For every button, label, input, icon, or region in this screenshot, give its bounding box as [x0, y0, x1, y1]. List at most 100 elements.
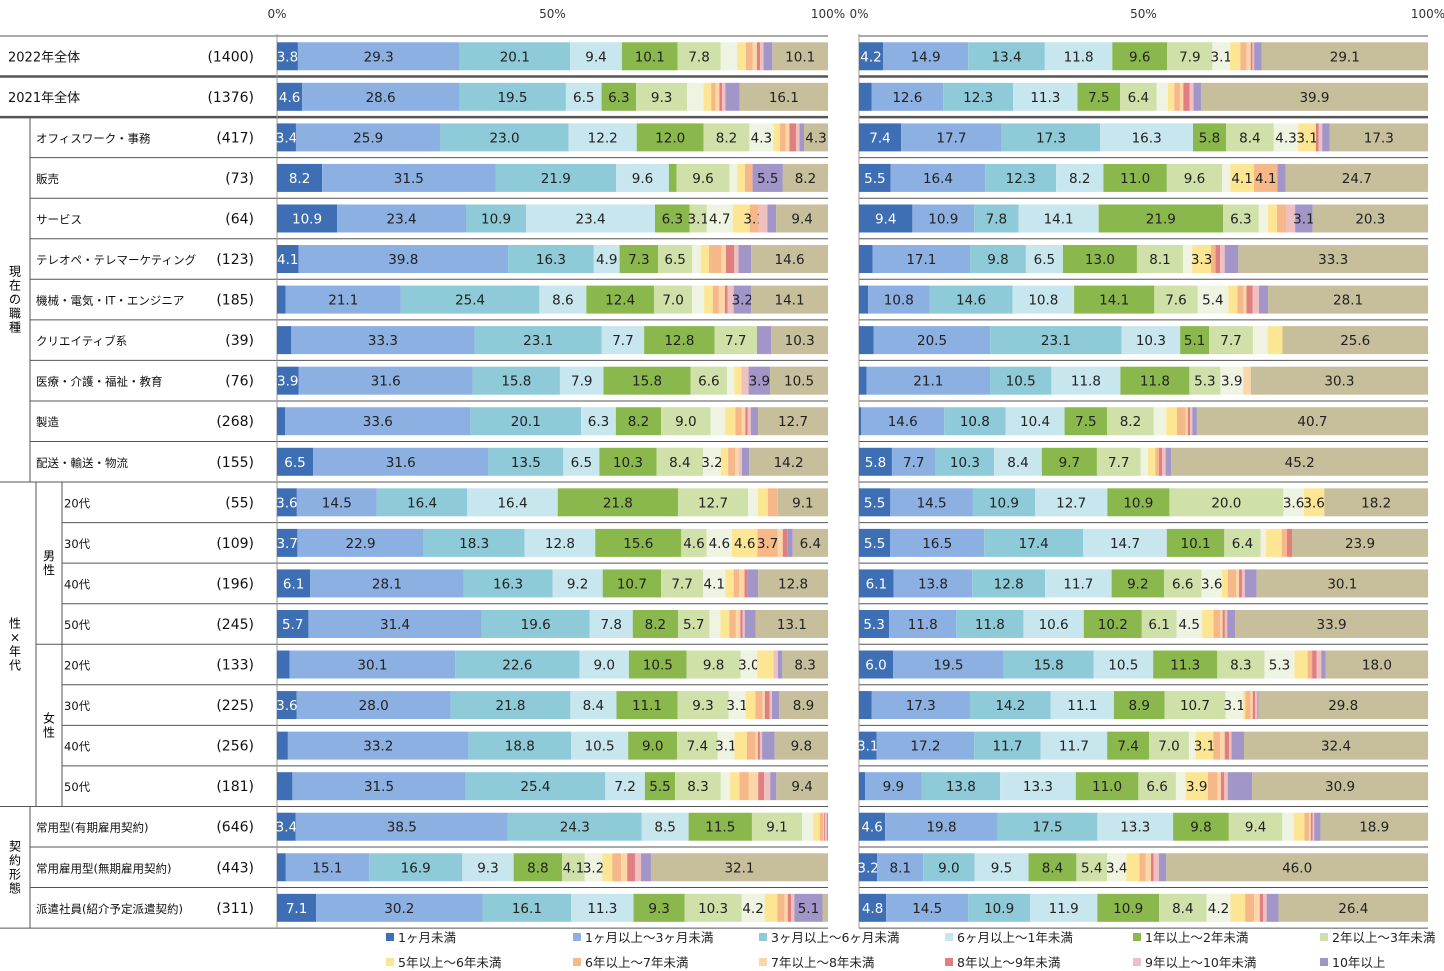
bar-segment: [1107, 731, 1150, 760]
bar-segment: [337, 204, 466, 233]
bar-segment: [741, 893, 765, 922]
bar-segment: [943, 82, 1014, 111]
bar-segment: [277, 366, 299, 395]
data-label: 16.4: [923, 171, 953, 187]
legend-swatch: [386, 958, 394, 966]
data-label: 13.8: [946, 779, 976, 795]
data-label: 5.3: [1269, 658, 1290, 674]
bar-segment: [1255, 691, 1258, 720]
data-label: 11.5: [705, 820, 735, 836]
data-label: 24.7: [1342, 171, 1372, 187]
bar-segment: [1295, 204, 1313, 233]
bar-segment: [1231, 731, 1245, 760]
data-label: 31.5: [364, 779, 394, 795]
data-label: 31.5: [394, 171, 424, 187]
bar-segment: [1246, 285, 1253, 314]
bar-segment: [935, 447, 995, 476]
bar-segment: [1166, 853, 1428, 882]
bar-segment: [1227, 609, 1236, 638]
bar-segment: [802, 812, 814, 841]
data-label: 6.4: [800, 536, 821, 552]
bar-segment: [495, 163, 617, 192]
bar-segment: [656, 447, 704, 476]
bar-segment: [717, 731, 735, 760]
bar-segment: [777, 528, 783, 557]
data-label: 17.3: [1036, 130, 1066, 146]
bar-segment: [1312, 650, 1317, 679]
bar-segment: [1286, 528, 1293, 557]
bar-segment: [724, 407, 736, 436]
group-label-char: 現: [9, 265, 21, 279]
bar-segment: [1250, 42, 1253, 71]
data-label: 12.7: [1056, 495, 1086, 511]
bar-segment: [738, 447, 742, 476]
bar-segment: [770, 772, 777, 801]
row-separators: [0, 35, 1428, 929]
data-label: 14.5: [917, 495, 947, 511]
bar-segment: [1254, 42, 1262, 71]
bar-segment: [1224, 772, 1228, 801]
data-label: 15.8: [1034, 658, 1064, 674]
bar-segment: [773, 123, 781, 152]
bar-segment: [859, 772, 866, 801]
bar-segment: [1243, 691, 1246, 720]
bar-segment: [1224, 731, 1230, 760]
bar-segment: [792, 528, 828, 557]
data-label: 14.6: [888, 414, 918, 430]
bar-segment: [748, 366, 771, 395]
bar-segment: [559, 366, 604, 395]
bar-segment: [1207, 772, 1218, 801]
bar-segment: [579, 650, 629, 679]
bar-segment: [1244, 569, 1257, 598]
bar-segment: [721, 245, 726, 274]
bar-segment: [859, 204, 913, 233]
axis-tick-label: 50%: [1130, 7, 1157, 21]
data-label: 21.8: [495, 698, 525, 714]
bar-segment: [777, 650, 783, 679]
data-label: 10.5: [643, 658, 673, 674]
bar-segment: [1320, 812, 1428, 841]
data-label: 8.5: [654, 820, 675, 836]
bar-segment: [568, 123, 637, 152]
category-n: (245): [216, 617, 254, 633]
data-label: 33.2: [363, 739, 393, 755]
data-label: 26.4: [1338, 901, 1368, 917]
bar-segment: [400, 285, 540, 314]
bar-segment: [1314, 812, 1321, 841]
bar-segment: [1062, 245, 1137, 274]
data-label: 17.3: [1364, 130, 1394, 146]
data-label: 10.9: [1113, 901, 1143, 917]
data-label: 11.3: [1030, 90, 1060, 106]
bar-segment: [513, 853, 563, 882]
group-labels: 現在の職種 性×年代 男性 女性 契約形態: [9, 265, 55, 896]
data-label: 6.4: [1232, 536, 1253, 552]
bar-segment: [1103, 163, 1167, 192]
data-label: 9.9: [883, 779, 904, 795]
bar-segment: [1298, 123, 1316, 152]
data-label: 11.3: [587, 901, 617, 917]
bar-segment: [1050, 691, 1114, 720]
bar-segment: [688, 812, 752, 841]
data-label: 8.4: [669, 455, 690, 471]
bar-segment: [1276, 204, 1287, 233]
category-n: (155): [216, 455, 254, 471]
legend-swatch: [1133, 933, 1141, 941]
bar-segment: [277, 488, 297, 517]
bar-segment: [1029, 893, 1098, 922]
bar-segment: [1254, 893, 1260, 922]
data-label: 9.8: [703, 658, 724, 674]
bar-segment: [1139, 853, 1146, 882]
data-label: 15.1: [312, 860, 342, 876]
data-label: 9.1: [766, 820, 787, 836]
bar-segment: [277, 853, 286, 882]
data-label: 7.2: [614, 779, 635, 795]
bar-segment: [676, 163, 730, 192]
bar-segment: [1100, 123, 1194, 152]
bar-segment: [692, 285, 705, 314]
data-label: 23.0: [490, 130, 520, 146]
data-label: 7.0: [1158, 739, 1179, 755]
data-label: 9.5: [991, 860, 1012, 876]
bar-segment: [762, 731, 775, 760]
data-label: 38.5: [387, 820, 417, 836]
bar-segment: [1034, 488, 1108, 517]
